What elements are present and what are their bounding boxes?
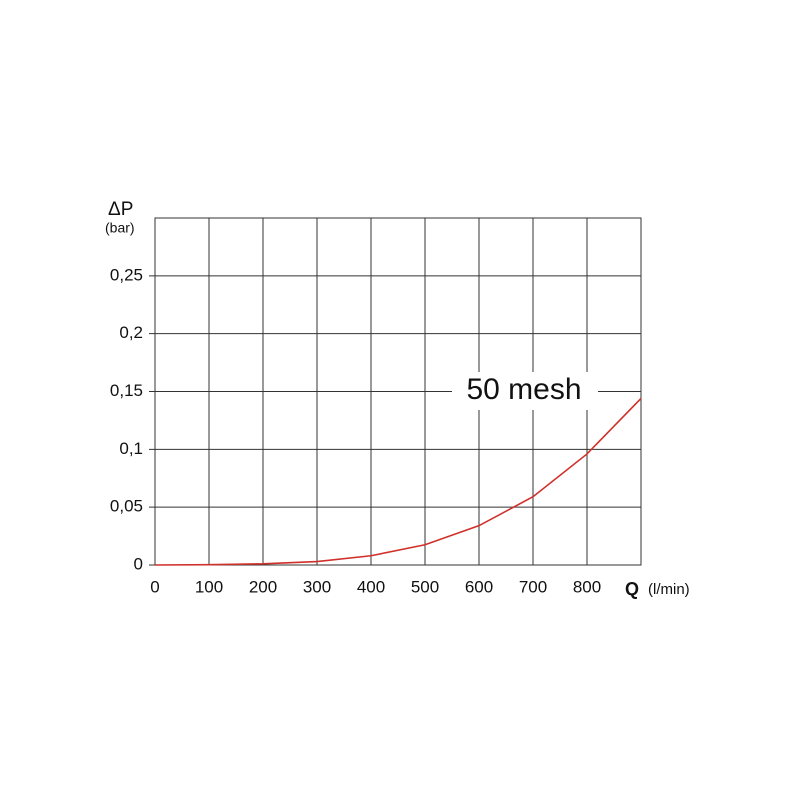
x-tick-label: 500 (411, 577, 439, 596)
series-label: 50 mesh (466, 373, 581, 406)
x-tick-label: 300 (303, 577, 331, 596)
x-tick-label: 800 (573, 577, 601, 596)
y-tick-label: 0,05 (110, 497, 143, 516)
y-label: ΔP (108, 199, 133, 220)
x-tick-label: 600 (465, 577, 493, 596)
line (154, 397, 642, 566)
x-label: Q (625, 579, 639, 599)
y-tick-label: 0,2 (119, 323, 143, 342)
x-tick-label: 400 (357, 577, 385, 596)
x-unit: (l/min) (648, 581, 690, 598)
y-tick-label: 0 (134, 554, 143, 573)
y-tick-label: 0,15 (110, 381, 143, 400)
x-tick-label: 100 (195, 577, 223, 596)
label-background (452, 372, 598, 410)
x-tick-label: 200 (249, 577, 277, 596)
y-tick-label: 0,25 (110, 265, 143, 284)
x-tick-label: 0 (150, 577, 159, 596)
y-tick-label: 0,1 (119, 439, 143, 458)
x-tick-label: 700 (519, 577, 547, 596)
y-unit: (bar) (105, 220, 135, 236)
